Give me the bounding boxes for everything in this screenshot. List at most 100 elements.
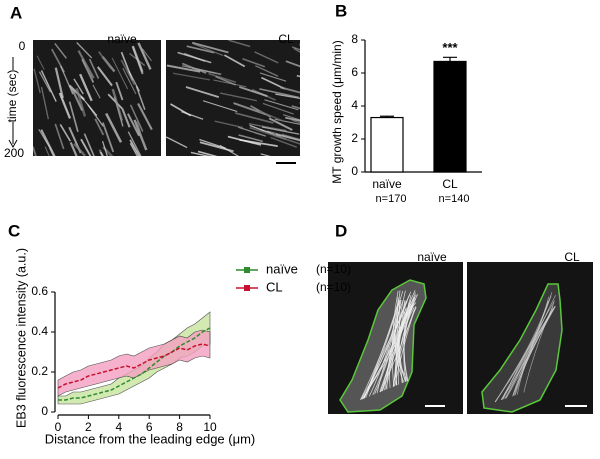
streak (44, 146, 50, 156)
streak (291, 105, 300, 110)
streak (228, 40, 251, 48)
condition-label: CL (564, 250, 580, 264)
condition-label: naïve (417, 250, 447, 264)
streak (298, 43, 300, 46)
fiber (523, 302, 555, 393)
streak (293, 47, 300, 53)
streak (192, 43, 224, 57)
streak (40, 87, 49, 120)
streak (234, 112, 274, 124)
n-label: n=170 (376, 193, 407, 205)
streak (76, 42, 93, 59)
fiber (403, 306, 412, 382)
fiber (494, 301, 549, 403)
streak (238, 134, 264, 143)
legend-count: (n=10) (316, 280, 351, 294)
streak (255, 65, 279, 77)
streak (259, 88, 300, 99)
streak (105, 112, 123, 143)
streak (275, 133, 300, 142)
panel-label: A (10, 3, 22, 22)
fiber (395, 303, 412, 386)
streak (38, 71, 52, 93)
streak (223, 54, 246, 68)
y-tick-label: 0.6 (31, 284, 48, 298)
streak (190, 151, 211, 156)
error-bar (380, 115, 394, 118)
streak (166, 136, 188, 149)
legend-marker (244, 267, 250, 273)
streak (70, 86, 84, 112)
streak (79, 73, 93, 102)
streak (197, 150, 218, 156)
fiber (512, 308, 554, 397)
fiber (513, 295, 556, 396)
streak (185, 86, 220, 98)
streak (73, 78, 84, 95)
streak (111, 88, 124, 122)
streak (191, 41, 229, 54)
cell-outline (481, 283, 563, 413)
streak (285, 60, 300, 68)
streak (283, 114, 300, 121)
panel-label: B (335, 1, 347, 20)
line (58, 327, 211, 401)
streak (214, 120, 244, 129)
streak (92, 84, 101, 99)
y-tick-label: 6 (351, 65, 358, 79)
x-axis-label: Distance from the leading edge (μm) (45, 431, 256, 446)
band (57, 329, 211, 397)
streak (33, 68, 41, 94)
streak (115, 81, 124, 101)
error-bar (443, 56, 457, 62)
streak (73, 142, 86, 156)
y-tick-label: 0.2 (31, 364, 48, 378)
fiber (505, 292, 553, 399)
streak (120, 59, 136, 86)
streak (59, 123, 71, 142)
streak (83, 133, 95, 156)
legend-label: naïve (266, 261, 298, 276)
streak (80, 96, 98, 117)
streak (40, 70, 57, 102)
arrow-head (8, 139, 18, 149)
streak (48, 146, 55, 156)
y-tick-label: 0 (41, 404, 48, 418)
streak (129, 139, 141, 156)
streak (77, 50, 95, 79)
streak (264, 99, 299, 111)
microtubules (360, 290, 556, 403)
time-start: 0 (19, 39, 26, 53)
streak (237, 126, 266, 137)
streak (170, 103, 192, 117)
streak (33, 146, 37, 156)
streak (280, 86, 300, 94)
streak (80, 138, 92, 156)
streak (102, 122, 115, 153)
legend-label: CL (266, 279, 283, 294)
x-tick-label: 6 (146, 420, 153, 434)
streak (262, 102, 294, 115)
y-tick-label: 2 (351, 131, 358, 145)
streak (129, 142, 139, 156)
streak (96, 66, 113, 87)
streak (181, 65, 216, 74)
streak (208, 72, 237, 84)
x-tick-label: 4 (115, 420, 122, 434)
streak (127, 113, 141, 137)
kymograph-texture (33, 42, 153, 156)
streak (254, 51, 279, 64)
x-tick-label: 8 (176, 420, 183, 434)
fiber (386, 294, 411, 390)
y-tick-label: 0.4 (31, 324, 48, 338)
streak (260, 153, 271, 156)
streak (258, 110, 285, 123)
streak (186, 45, 215, 54)
fiber (394, 307, 408, 382)
streak (88, 58, 100, 79)
streak (238, 85, 268, 98)
x-tick-label: 0 (55, 420, 62, 434)
streak (129, 104, 144, 132)
streak (54, 123, 65, 150)
streak (137, 42, 152, 70)
